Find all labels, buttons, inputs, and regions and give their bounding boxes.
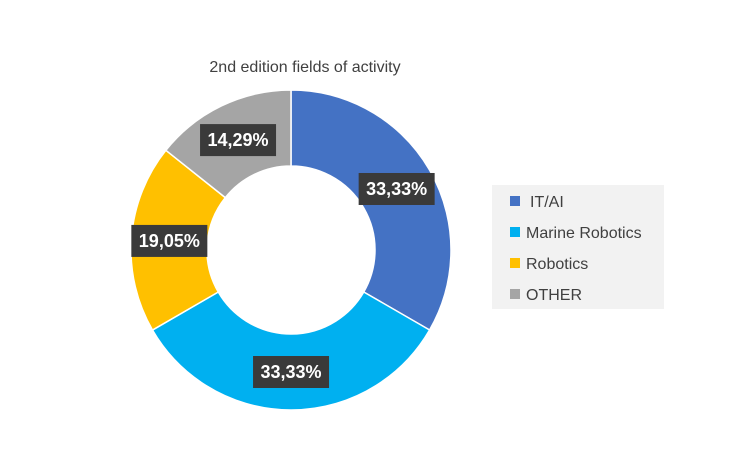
data-label-text: 33,33% (261, 362, 322, 382)
legend-label: Robotics (526, 256, 588, 273)
chart-title: 2nd edition fields of activity (209, 59, 400, 76)
legend-item-other: OTHER (510, 287, 582, 304)
legend-label: IT/AI (530, 194, 564, 211)
legend-swatch (510, 196, 520, 206)
legend-item-robotics: Robotics (510, 256, 588, 273)
data-label-it-ai: 33,33% (358, 172, 435, 205)
data-label-text: 19,05% (139, 231, 200, 251)
legend-label: OTHER (526, 287, 582, 304)
data-label-robotics: 19,05% (131, 224, 208, 257)
legend-label: Marine Robotics (526, 225, 642, 242)
legend-swatch (510, 289, 520, 299)
data-label-text: 33,33% (366, 179, 427, 199)
legend-swatch (510, 258, 520, 268)
legend-swatch (510, 227, 520, 237)
data-label-box (253, 356, 330, 388)
slice-marine-robotics (151, 290, 431, 411)
slice-it-ai (290, 89, 452, 331)
legend: IT/AI Marine Robotics Robotics OTHER (492, 185, 664, 309)
data-label-box (131, 224, 208, 257)
data-label-marine-robotics: 33,33% (253, 356, 330, 388)
legend-item-marine-robotics: Marine Robotics (510, 225, 642, 242)
data-label-box (200, 124, 277, 157)
legend-item-it-ai: IT/AI (510, 194, 564, 211)
legend-box (492, 185, 664, 309)
data-label-box (358, 172, 435, 205)
data-label-text: 14,29% (208, 130, 269, 150)
data-label-other: 14,29% (200, 124, 277, 157)
data-labels: 33,33% 33,33% 19,05% 14,29% (131, 124, 435, 388)
